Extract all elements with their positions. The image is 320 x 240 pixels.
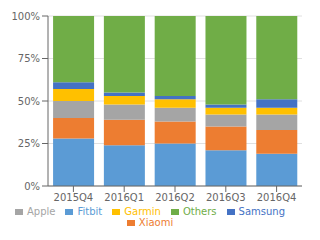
- svg-text:2016Q4: 2016Q4: [257, 192, 297, 203]
- svg-text:75%: 75%: [18, 53, 40, 64]
- html-text:Garmin: Garmin: [124, 206, 161, 217]
- svg-text:100%: 100%: [11, 11, 40, 22]
- svg-text:2015Q4: 2015Q4: [54, 192, 94, 203]
- html-text:Samsung: Samsung: [238, 206, 285, 217]
- html-text:Fitbit: Fitbit: [77, 206, 103, 217]
- svg-text:50%: 50%: [18, 96, 40, 107]
- svg-text:0%: 0%: [24, 181, 40, 192]
- svg-text:25%: 25%: [18, 138, 40, 149]
- svg-text:2016Q1: 2016Q1: [104, 192, 144, 203]
- html-text:Others: Others: [182, 206, 217, 217]
- html-text:Apple: Apple: [27, 206, 56, 217]
- svg-text:2016Q2: 2016Q2: [155, 192, 195, 203]
- svg-text:2016Q3: 2016Q3: [206, 192, 246, 203]
- html-text:Xiaomi: Xiaomi: [138, 217, 174, 228]
